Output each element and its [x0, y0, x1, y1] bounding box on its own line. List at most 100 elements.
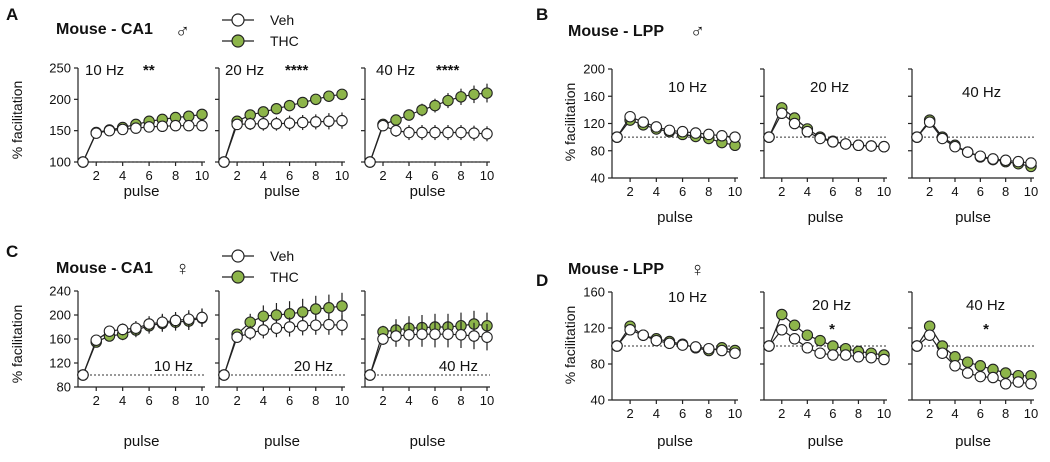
data-point [911, 340, 923, 352]
series-veh [911, 116, 1037, 169]
frequency-label: 20 Hz [812, 297, 851, 314]
x-tick-label: 10 [195, 168, 209, 183]
frequency-label: 10 Hz [668, 289, 707, 306]
data-point [878, 353, 890, 366]
series-thc [911, 320, 1037, 382]
frequency-label: 10 Hz [154, 358, 193, 375]
x-axis-label: pulse [410, 183, 446, 200]
y-tick-label: 80 [591, 357, 605, 372]
data-point [257, 106, 270, 118]
y-tick-label: 240 [49, 284, 71, 299]
x-axis-label: pulse [410, 433, 446, 450]
data-point [364, 156, 376, 168]
data-point [296, 116, 309, 129]
x-tick-label: 4 [405, 168, 412, 183]
series-line [369, 333, 488, 376]
x-axis-label: pulse [955, 433, 991, 450]
data-point [1025, 378, 1037, 390]
series-line [223, 305, 343, 376]
data-point [323, 302, 335, 314]
data-point [156, 120, 169, 133]
x-tick-label: 8 [457, 168, 464, 183]
x-axis-label: pulse [808, 433, 844, 450]
x-axis-label: pulse [955, 209, 991, 226]
data-point [852, 351, 865, 363]
series-veh [77, 119, 208, 168]
frequency-label: 10 Hz [85, 62, 124, 79]
data-point [999, 378, 1012, 390]
data-point [974, 150, 987, 162]
y-tick-label: 120 [583, 116, 605, 131]
frequency-label: 40 Hz [962, 84, 1001, 101]
data-point [336, 88, 348, 101]
legend-veh-label: Veh [270, 12, 294, 28]
panel-b-subplot-1: 40 80 120 160 200 2 4 6 8 10 pulse 10 Hz [583, 62, 742, 227]
x-tick-label: 8 [855, 184, 862, 199]
data-point [429, 126, 441, 139]
data-point [455, 91, 467, 103]
data-point [729, 347, 741, 359]
data-point [468, 88, 480, 101]
data-point [481, 87, 493, 99]
data-point [310, 116, 322, 128]
panel-d: D Mouse - LPP ♀ % facilitation 40 80 120 160 2 4 6… [536, 259, 1038, 450]
data-point [961, 356, 974, 368]
data-point [296, 306, 309, 318]
data-point [878, 140, 890, 153]
data-point [949, 140, 961, 153]
frequency-label: 20 Hz [810, 79, 849, 96]
x-tick-label: 10 [728, 406, 742, 421]
data-point [310, 319, 322, 331]
x-axis-label: pulse [124, 433, 160, 450]
x-tick-label: 4 [951, 406, 958, 421]
data-point [716, 344, 728, 357]
data-point [1025, 157, 1037, 169]
panel-d-letter: D [536, 271, 548, 290]
series-veh [364, 119, 493, 168]
data-point [257, 118, 270, 130]
x-tick-label: 10 [480, 168, 494, 183]
panel-d-subplot-2: 2 4 6 8 10 pulse 20 Hz * [760, 291, 891, 450]
legend-veh-label: Veh [270, 248, 294, 264]
data-point [77, 156, 89, 168]
x-tick-label: 10 [335, 168, 349, 183]
data-point [183, 119, 195, 132]
data-point [218, 369, 230, 381]
data-point [403, 329, 415, 341]
data-point [377, 119, 389, 132]
data-point [244, 327, 256, 339]
data-point [961, 367, 974, 379]
data-point [923, 116, 936, 128]
panel-a-subplot-2: 2 4 6 8 10 pulse 20 Hz **** [215, 62, 349, 200]
series-line [369, 323, 488, 376]
x-tick-label: 2 [778, 184, 785, 199]
data-point [403, 126, 415, 139]
x-tick-label: 4 [653, 406, 660, 421]
data-point [442, 328, 454, 340]
data-point [156, 316, 169, 328]
data-point [323, 90, 335, 102]
x-tick-label: 8 [1002, 406, 1009, 421]
data-point [468, 330, 480, 342]
data-point [455, 126, 467, 139]
data-point [103, 124, 116, 137]
data-point [336, 300, 348, 312]
data-point [974, 370, 987, 383]
data-point [788, 333, 801, 345]
x-tick-label: 10 [1024, 406, 1038, 421]
x-tick-label: 6 [829, 406, 836, 421]
data-point [961, 146, 974, 158]
x-tick-label: 4 [119, 393, 126, 408]
data-point [442, 126, 454, 139]
frequency-label: 40 Hz [966, 297, 1005, 314]
data-point [999, 154, 1012, 167]
frequency-label: 40 Hz [376, 62, 415, 79]
series-veh [364, 321, 493, 381]
data-point [949, 360, 961, 372]
data-point [257, 310, 270, 322]
panel-c: C Mouse - CA1 ♀ % facilitation Veh THC 80 120 16… [6, 242, 494, 450]
data-point [130, 122, 142, 134]
data-point [974, 360, 987, 372]
x-tick-label: 10 [195, 393, 209, 408]
x-tick-label: 10 [1024, 184, 1038, 199]
